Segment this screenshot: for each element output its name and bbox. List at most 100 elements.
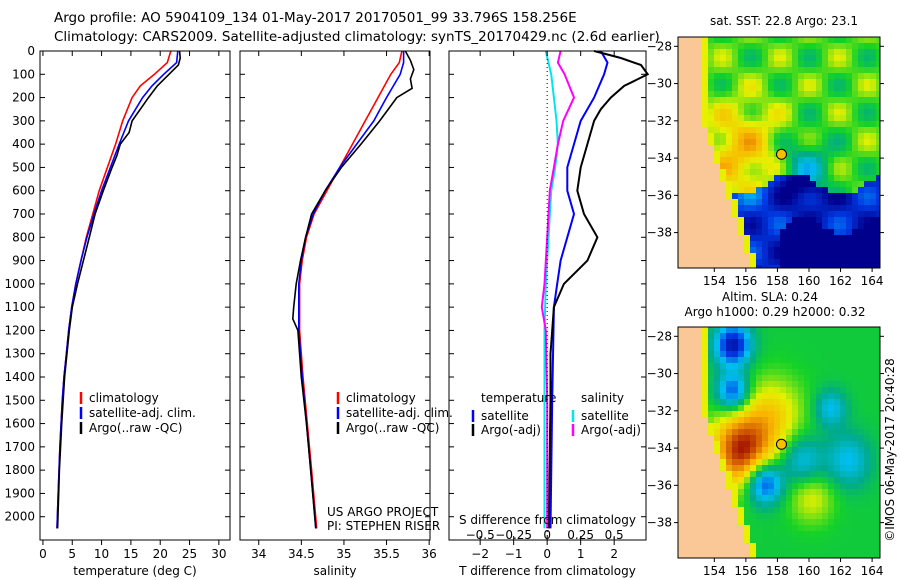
- map-cell: [864, 175, 870, 181]
- map-cell: [840, 447, 846, 453]
- map-cell: [780, 223, 786, 229]
- map-cell: [732, 387, 738, 393]
- map-cell: [786, 441, 792, 447]
- map-cell: [702, 103, 708, 109]
- map-cell: [714, 327, 720, 333]
- map-cell: [864, 103, 870, 109]
- map-cell: [678, 519, 684, 525]
- map-cell: [816, 345, 822, 351]
- map-cell: [756, 339, 762, 345]
- map-cell: [738, 417, 744, 423]
- map-cell: [822, 265, 828, 268]
- map-cell: [768, 253, 774, 259]
- map-cell: [774, 241, 780, 247]
- map-cell: [696, 399, 702, 405]
- map-cell: [678, 549, 684, 555]
- map-cell: [750, 345, 756, 351]
- map-cell: [726, 423, 732, 429]
- map-cell: [822, 441, 828, 447]
- map-cell: [738, 229, 744, 235]
- map-cell: [786, 193, 792, 199]
- map-cell: [852, 501, 858, 507]
- map-cell: [870, 187, 876, 193]
- map-cell: [786, 459, 792, 465]
- map-cell: [810, 235, 816, 241]
- map-cell: [840, 399, 846, 405]
- map-cell: [798, 519, 804, 525]
- map-cell: [714, 387, 720, 393]
- map-cell: [870, 435, 876, 441]
- map-cell: [780, 193, 786, 199]
- map-cell: [828, 357, 834, 363]
- map-cell: [702, 133, 708, 139]
- map-cell: [864, 465, 870, 471]
- depth-tick-label: 700: [12, 207, 35, 221]
- map-cell: [744, 259, 750, 265]
- map-cell: [852, 121, 858, 127]
- map-cell: [756, 85, 762, 91]
- map-cell: [786, 513, 792, 519]
- map-cell: [774, 265, 780, 268]
- map-cell: [678, 103, 684, 109]
- map-cell: [708, 339, 714, 345]
- map-cell: [720, 405, 726, 411]
- map-cell: [696, 531, 702, 537]
- map-cell: [858, 399, 864, 405]
- map-cell: [726, 103, 732, 109]
- map-cell: [846, 199, 852, 205]
- map-cell: [768, 477, 774, 483]
- map-cell: [786, 357, 792, 363]
- map-cell: [774, 109, 780, 115]
- map-cell: [828, 121, 834, 127]
- map-cell: [768, 205, 774, 211]
- map-cell: [678, 447, 684, 453]
- depth-tick-label: 1700: [4, 440, 35, 454]
- map-cell: [690, 121, 696, 127]
- map-cell: [708, 465, 714, 471]
- map-cell: [810, 531, 816, 537]
- map-cell: [684, 387, 690, 393]
- map-cell: [738, 405, 744, 411]
- map-cell: [750, 423, 756, 429]
- map-cell: [858, 205, 864, 211]
- map-cell: [780, 453, 786, 459]
- map-cell: [840, 247, 846, 253]
- map-cell: [738, 363, 744, 369]
- map-cell: [702, 67, 708, 73]
- map-cell: [678, 477, 684, 483]
- map-cell: [876, 465, 880, 471]
- x-tick-label: 2: [610, 547, 618, 561]
- map-cell: [810, 381, 816, 387]
- map-cell: [798, 363, 804, 369]
- map-cell: [708, 453, 714, 459]
- map-cell: [714, 241, 720, 247]
- map-cell: [690, 555, 696, 558]
- map-cell: [840, 109, 846, 115]
- map-cell: [810, 223, 816, 229]
- map-cell: [846, 217, 852, 223]
- map-cell: [762, 495, 768, 501]
- map-cell: [822, 447, 828, 453]
- map-cell: [876, 259, 880, 265]
- map-cell: [816, 253, 822, 259]
- map-cell: [858, 495, 864, 501]
- map-cell: [762, 519, 768, 525]
- map-cell: [762, 435, 768, 441]
- map-cell: [852, 241, 858, 247]
- map-cell: [732, 103, 738, 109]
- map-cell: [732, 429, 738, 435]
- map-cell: [744, 507, 750, 513]
- map-cell: [774, 399, 780, 405]
- map-cell: [852, 483, 858, 489]
- lat-tick-label: −34: [647, 151, 672, 165]
- map-cell: [858, 67, 864, 73]
- map-cell: [816, 85, 822, 91]
- map-cell: [696, 327, 702, 333]
- map-cell: [714, 363, 720, 369]
- map-cell: [756, 333, 762, 339]
- map-cell: [858, 543, 864, 549]
- map-cell: [738, 49, 744, 55]
- map-cell: [756, 175, 762, 181]
- map-cell: [822, 357, 828, 363]
- map-cell: [858, 175, 864, 181]
